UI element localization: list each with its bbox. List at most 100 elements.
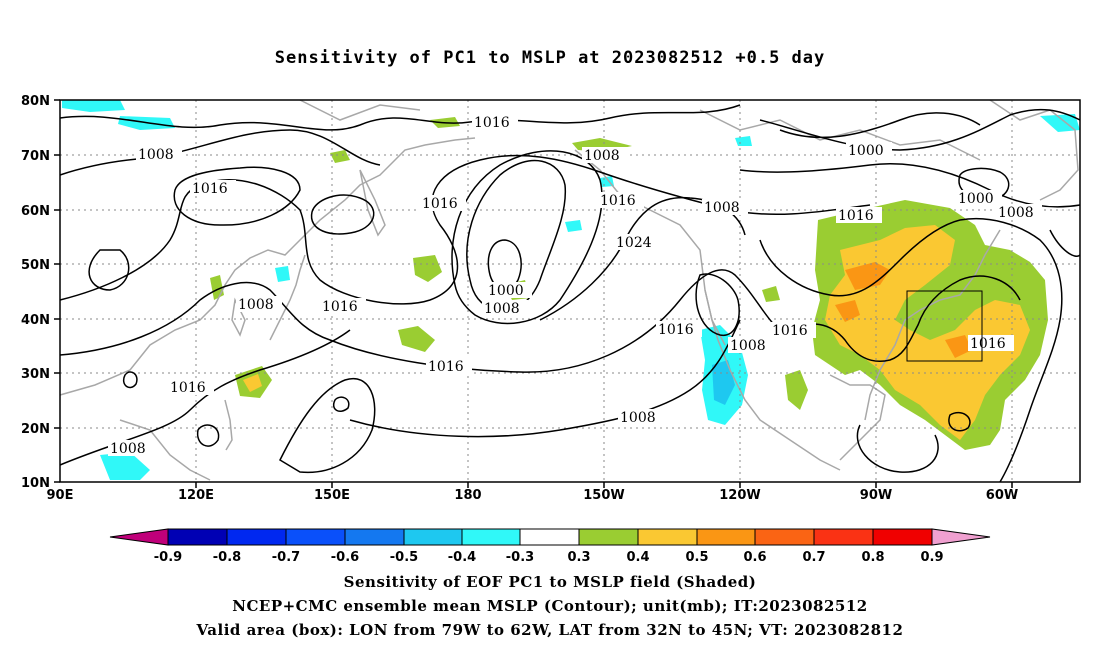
- positive-shade: [945, 335, 972, 358]
- contour-label: 1008: [998, 205, 1034, 221]
- colorbar-high-arrow: [931, 528, 991, 546]
- negative-shade: [100, 452, 150, 480]
- negative-shade: [62, 100, 125, 112]
- philippines-coastline: [224, 399, 233, 451]
- graticule: [60, 100, 1080, 482]
- contour-line: [856, 424, 939, 473]
- colorbar-low-arrow: [109, 528, 169, 546]
- colorbar-cell: [637, 528, 698, 546]
- colorbar-cell: [813, 528, 874, 546]
- lon-label: 120W: [719, 488, 760, 503]
- lat-labels: 80N 70N 60N 50N 40N 30N 20N 10N: [21, 94, 50, 491]
- contour-label: 1016: [192, 181, 228, 197]
- lon-label: 120E: [178, 488, 214, 503]
- colorbar-label: -0.4: [448, 550, 476, 565]
- contour-label: 1008: [484, 301, 520, 317]
- positive-shade: [762, 286, 780, 302]
- valid-area-box: [906, 290, 983, 362]
- colorbar-label: -0.9: [154, 550, 182, 565]
- contour-label: 1008: [110, 441, 146, 457]
- lon-label: 150W: [583, 488, 624, 503]
- positive-shade: [413, 255, 442, 282]
- lat-label: 60N: [21, 204, 50, 219]
- contour-line: [789, 275, 1021, 362]
- colorbar-label: -0.6: [331, 550, 359, 565]
- contour-line: [948, 411, 971, 432]
- siberia-coastline: [299, 99, 421, 121]
- contour-line: [333, 396, 350, 412]
- colorbar-cell: [872, 528, 933, 546]
- contour-line: [349, 319, 741, 438]
- lat-label: 10N: [21, 476, 50, 491]
- colorbar-cell: [285, 528, 346, 546]
- colorbar-cell: [578, 528, 639, 546]
- lon-labels: 90E 120E 150E 180 150W 120W 90W 60W: [47, 488, 1019, 503]
- contour-line: [59, 129, 381, 176]
- positive-shade: [845, 262, 890, 290]
- lon-label: 150E: [314, 488, 350, 503]
- contour-line: [59, 104, 741, 131]
- contour-line: [279, 377, 376, 474]
- north-america-west-coast: [704, 289, 841, 471]
- colorbar-label: -0.7: [272, 550, 300, 565]
- lat-label: 40N: [21, 313, 50, 328]
- colorbar-cell: [167, 528, 228, 546]
- lon-label: 90E: [47, 488, 74, 503]
- caption-line-3: Valid area (box): LON from 79W to 62W, L…: [196, 621, 904, 639]
- contour-label: 1008: [704, 200, 740, 216]
- asia-coastline: [59, 137, 476, 396]
- colorbar-cell: [519, 528, 580, 546]
- korea-coastline: [231, 297, 246, 337]
- colorbar-cell: [403, 528, 463, 546]
- colorbar-label: 0.4: [626, 550, 649, 565]
- colorbar-label: 0.3: [567, 550, 590, 565]
- greenland-coastline: [989, 99, 1079, 201]
- contour-label: 1024: [616, 235, 652, 251]
- colorbar-label: -0.8: [213, 550, 241, 565]
- contour-label: 1008: [238, 297, 274, 313]
- colorbar-label: 0.9: [920, 550, 943, 565]
- colorbar-cell: [226, 528, 287, 546]
- colorbar-label: 0.6: [743, 550, 766, 565]
- positive-shade: [330, 150, 350, 163]
- chart-title: Sensitivity of PC1 to MSLP at 2023082512…: [274, 48, 826, 68]
- contour-line: [310, 194, 375, 235]
- contour-label: 1000: [958, 191, 994, 207]
- colorbar-label: -0.3: [506, 550, 534, 565]
- contour-line: [59, 154, 871, 305]
- negative-shade: [712, 360, 735, 405]
- map-frame: [59, 99, 1081, 483]
- contour-line: [59, 329, 351, 466]
- contour-label: 1008: [730, 338, 766, 354]
- contour-label: 1016: [600, 193, 636, 209]
- positive-shade: [243, 374, 262, 392]
- southeast-asia-coastline: [119, 419, 211, 481]
- contour-label: 1016: [970, 336, 1006, 352]
- colorbar-cell: [696, 528, 756, 546]
- japan-coastline: [269, 254, 306, 341]
- contour-label: 1016: [474, 115, 510, 131]
- contour-line: [196, 424, 220, 447]
- caption-line-2: NCEP+CMC ensemble mean MSLP (Contour); u…: [232, 597, 868, 615]
- canada-arctic-coastline: [699, 109, 981, 161]
- negative-shade: [275, 266, 290, 282]
- axis-ticks: [54, 99, 1013, 488]
- contour-line: [739, 162, 1081, 208]
- negative-shade: [735, 136, 752, 146]
- contour-label: 1016: [428, 359, 464, 375]
- negative-shade: [565, 220, 582, 232]
- caption-line-1: Sensitivity of EOF PC1 to MSLP field (Sh…: [343, 573, 757, 591]
- contour-label: 1000: [488, 283, 524, 299]
- colorbar-label: 0.8: [861, 550, 884, 565]
- colorbar-cell: [344, 528, 405, 546]
- coastlines: [59, 99, 1079, 481]
- contour-line: [88, 249, 130, 291]
- contour-label: 1016: [838, 208, 874, 224]
- contour-line: [59, 269, 791, 373]
- shaded-fields: [62, 100, 1080, 480]
- lat-label: 70N: [21, 149, 50, 164]
- lon-label: 60W: [986, 488, 1018, 503]
- lat-label: 50N: [21, 258, 50, 273]
- contour-line: [695, 273, 740, 336]
